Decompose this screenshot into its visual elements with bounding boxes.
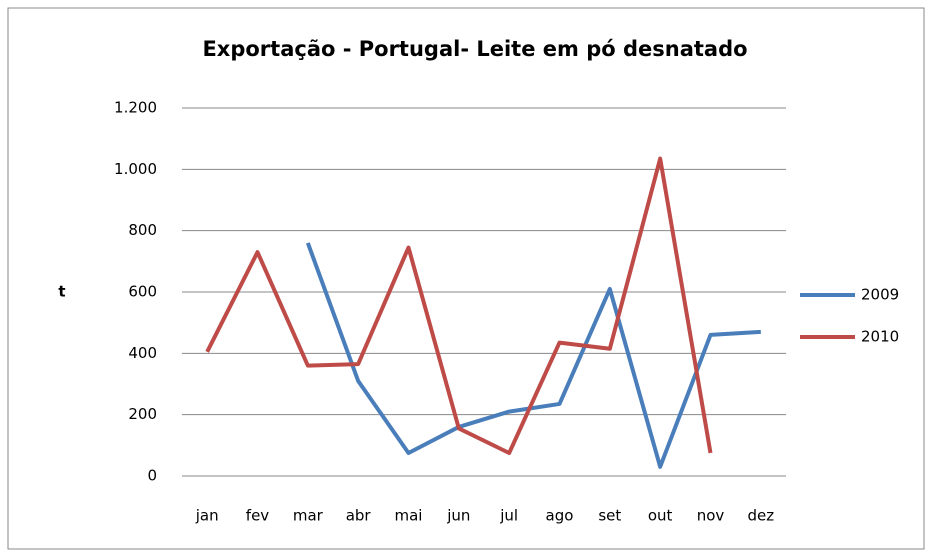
x-tick-label: mar [293,507,324,525]
x-tick-label: jul [499,507,518,525]
x-tick-label: jun [446,507,470,525]
y-axis-label: t [58,283,65,301]
series-line [205,156,713,455]
x-tick-label: set [598,507,621,525]
x-tick-label: out [648,507,673,525]
y-tick-label: 600 [128,283,157,301]
y-tick-label: 200 [128,405,157,423]
y-tick-label: 800 [128,221,157,239]
x-tick-label: abr [346,507,372,525]
x-tick-label: mai [395,507,423,525]
y-tick-label: 1.000 [114,160,157,178]
chart-frame [7,7,925,550]
legend-label: 2009 [861,286,899,304]
x-tick-label: jan [195,507,219,525]
y-tick-label: 400 [128,344,157,362]
x-tick-label: nov [697,507,725,525]
x-tick-label: ago [546,507,574,525]
y-tick-label: 0 [147,467,157,485]
x-tick-label: dez [748,507,775,525]
x-tick-label: fev [246,507,270,525]
legend-label: 2010 [861,328,899,346]
series-line [305,242,761,469]
chart-title: Exportação - Portugal- Leite em pó desna… [202,37,747,61]
y-tick-label: 1.200 [114,99,157,117]
